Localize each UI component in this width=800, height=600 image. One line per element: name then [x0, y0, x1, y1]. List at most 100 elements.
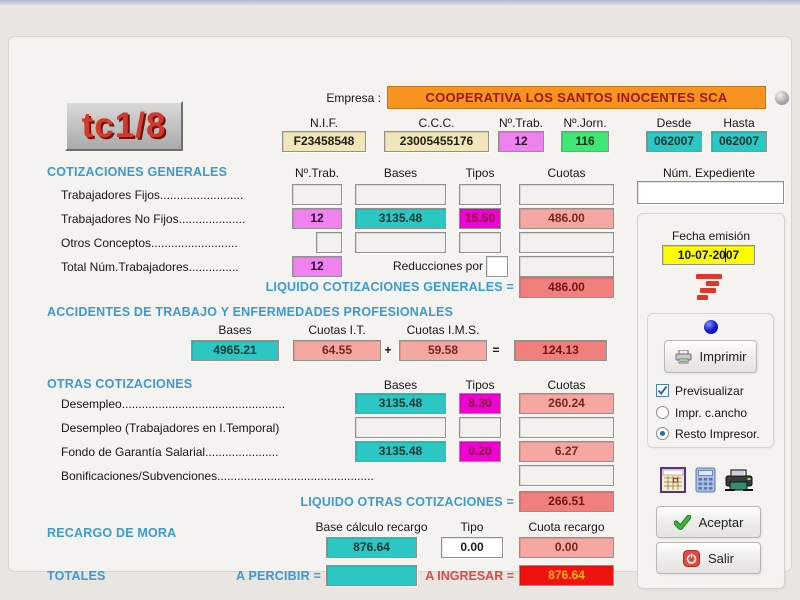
- recargo-tipo-field[interactable]: 0.00: [441, 537, 503, 558]
- check-mark-icon: [657, 385, 668, 396]
- printer-tool-icon[interactable]: [724, 469, 754, 493]
- salir-button-label: Salir: [707, 550, 734, 566]
- expediente-input[interactable]: [637, 181, 784, 204]
- calculator-icon[interactable]: [695, 467, 716, 493]
- cg-otros-bases-field[interactable]: [355, 232, 446, 253]
- printer-icon: [675, 349, 692, 364]
- previsualizar-checkbox[interactable]: [656, 384, 669, 397]
- cg-otros-cuotas-field: [519, 232, 614, 253]
- cg-col-bases: Bases: [383, 166, 418, 180]
- resto-impresor-radio[interactable]: [656, 427, 669, 440]
- stripes-logo-icon: [695, 274, 723, 304]
- cg-col-tipos: Tipos: [465, 166, 495, 180]
- acc-col-it: Cuotas I.T.: [308, 323, 366, 337]
- imprimir-button[interactable]: Imprimir: [664, 340, 757, 373]
- recargo-base-field: 876.64: [326, 537, 417, 558]
- ccc-label: C.C.C.: [418, 116, 455, 130]
- ingresar-field: 876.64: [519, 565, 614, 586]
- cg-nofijos-bases-field[interactable]: 3135.48: [355, 208, 446, 229]
- fogasa-bases-field[interactable]: 3135.48: [355, 441, 446, 462]
- cg-fijos-tipos-field[interactable]: [459, 184, 501, 205]
- cg-fijos-ntrab-field[interactable]: [292, 184, 342, 205]
- cg-nofijos-tipos-field[interactable]: 15.50: [459, 208, 501, 229]
- acc-bases-field[interactable]: 4965.21: [191, 340, 279, 361]
- fecha-emision-field[interactable]: 10-07-2007: [662, 245, 755, 265]
- imprimir-button-label: Imprimir: [699, 349, 747, 364]
- cg-row-label: Trabajadores No Fijos...................…: [61, 212, 246, 226]
- aceptar-button-label: Aceptar: [698, 514, 744, 530]
- otras-row-label: Bonificaciones/Subvenciones.............…: [61, 469, 374, 483]
- salir-button[interactable]: Salir: [656, 542, 761, 574]
- njorn-field[interactable]: 116: [561, 131, 609, 152]
- hasta-field[interactable]: 062007: [711, 131, 767, 152]
- check-icon: [673, 514, 691, 530]
- expediente-label: Núm. Expediente: [662, 166, 756, 180]
- previsualizar-label[interactable]: Previsualizar: [675, 384, 744, 398]
- recargo-section-title: RECARGO DE MORA: [47, 526, 177, 540]
- desempleo-cuotas-field: 260.24: [519, 393, 614, 414]
- cg-fijos-cuotas-field: [519, 184, 614, 205]
- resto-impresor-label[interactable]: Resto Impresor.: [675, 427, 760, 441]
- equals-sign: =: [492, 343, 500, 357]
- reducciones-field[interactable]: [486, 256, 508, 277]
- desde-label: Desde: [656, 116, 692, 130]
- desempleo-bases-field[interactable]: 3135.48: [355, 393, 446, 414]
- fogasa-tipos-field[interactable]: 0.20: [459, 441, 501, 462]
- cg-row-label: Total Núm.Trabajadores...............: [61, 260, 239, 274]
- recargo-base-label: Base cálculo recargo: [315, 520, 428, 534]
- otras-row-label: Desempleo (Trabajadores en I.Temporal): [61, 421, 280, 435]
- desempleo-it-bases-field[interactable]: [355, 417, 446, 438]
- desempleo-it-tipos-field[interactable]: [459, 417, 501, 438]
- cg-row-label: Trabajadores Fijos......................…: [61, 188, 244, 202]
- cg-total-ntrab-field[interactable]: 12: [292, 256, 342, 277]
- cg-liquido-label: LIQUIDO COTIZACIONES GENERALES =: [265, 280, 514, 294]
- ccc-field[interactable]: 23005455176: [384, 131, 489, 152]
- acc-col-bases: Bases: [218, 323, 252, 337]
- bonificaciones-cuotas-field[interactable]: [519, 465, 614, 486]
- cg-col-ntrab: Nº.Trab.: [295, 166, 339, 180]
- plus-sign: +: [384, 343, 392, 357]
- recargo-tipo-label: Tipo: [460, 520, 484, 534]
- cg-row-label: Otros Conceptos.........................…: [61, 236, 238, 250]
- empresa-field[interactable]: COOPERATIVA LOS SANTOS INOCENTES SCA: [387, 86, 766, 109]
- cg-otros-tipos-field[interactable]: [459, 232, 501, 253]
- impr-ancho-radio[interactable]: [656, 406, 669, 419]
- form-panel: tc1/8 Empresa : COOPERATIVA LOS SANTOS I…: [8, 36, 792, 589]
- app-logo-text: tc1/8: [81, 106, 167, 145]
- nif-field[interactable]: F23458548: [282, 131, 366, 152]
- cg-otros-ntrab-field[interactable]: [316, 232, 342, 253]
- impr-ancho-label[interactable]: Impr. c.ancho: [675, 406, 748, 420]
- reducciones-label: Reducciones por: [392, 259, 483, 273]
- desempleo-tipos-field[interactable]: 8.30: [459, 393, 501, 414]
- calendar-icon[interactable]: [660, 466, 686, 493]
- accidentes-section-title: ACCIDENTES DE TRABAJO Y ENFERMEDADES PRO…: [47, 305, 454, 319]
- sphere-gray-icon: [775, 91, 789, 105]
- app-logo: tc1/8: [65, 101, 183, 151]
- otras-col-bases: Bases: [383, 378, 418, 392]
- otras-col-cuotas: Cuotas: [547, 378, 586, 392]
- fogasa-cuotas-field: 6.27: [519, 441, 614, 462]
- desempleo-it-cuotas-field: [519, 417, 614, 438]
- recargo-cuota-field: 0.00: [519, 537, 614, 558]
- otras-liquido-field: 266.51: [519, 491, 614, 512]
- sphere-blue-icon: [704, 320, 718, 334]
- totales-section-title: TOTALES: [47, 569, 106, 583]
- percibir-field: [326, 565, 417, 586]
- aceptar-button[interactable]: Aceptar: [656, 506, 761, 538]
- otras-row-label: Fondo de Garantía Salarial..............…: [61, 445, 279, 459]
- cg-fijos-bases-field[interactable]: [355, 184, 446, 205]
- fecha-emision-label: Fecha emisión: [671, 229, 751, 243]
- ntrab-label: Nº.Trab.: [499, 116, 543, 130]
- otras-section-title: OTRAS COTIZACIONES: [47, 377, 193, 391]
- desde-field[interactable]: 062007: [646, 131, 702, 152]
- cg-nofijos-ntrab-field[interactable]: 12: [292, 208, 342, 229]
- cg-nofijos-cuotas-field: 486.00: [519, 208, 614, 229]
- cg-total-cuotas-field: [519, 256, 614, 277]
- otras-row-label: Desempleo...............................…: [61, 397, 286, 411]
- njorn-label: Nº.Jorn.: [563, 116, 607, 130]
- text-caret: [725, 248, 726, 262]
- acc-it-field: 64.55: [293, 340, 381, 361]
- ntrab-field[interactable]: 12: [498, 131, 544, 152]
- otras-col-tipos: Tipos: [465, 378, 495, 392]
